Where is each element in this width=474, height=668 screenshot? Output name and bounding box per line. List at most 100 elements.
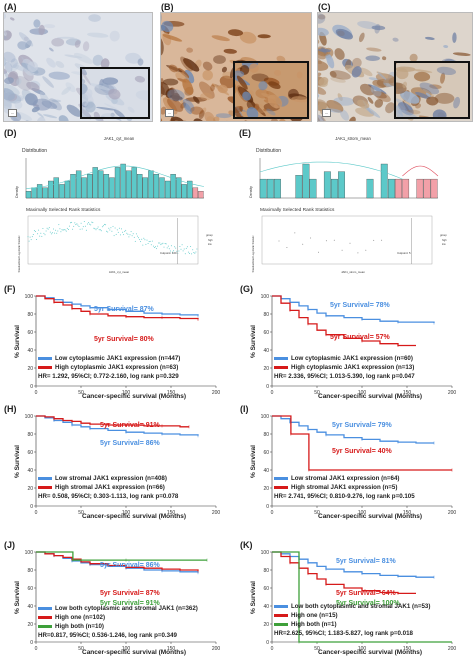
- hist-bar: [148, 170, 154, 199]
- y-tick-label: 20: [263, 622, 269, 628]
- legend-entry: Low both cytoplasmic and stromal JAK1 (n…: [38, 604, 198, 613]
- x-tick-label: 0: [271, 390, 274, 396]
- legend-entry: High stromal JAK1 expression (n=5): [274, 483, 415, 492]
- x-tick-label: 0: [271, 646, 274, 652]
- tissue-blob: [190, 106, 204, 115]
- panel-label-k: (K): [240, 540, 253, 550]
- tissue-blob: [325, 54, 332, 60]
- hist-bar: [153, 174, 160, 199]
- mss-point: [37, 233, 39, 235]
- mss-point: [341, 249, 343, 251]
- tissue-blob: [65, 82, 76, 93]
- five-year-survival-red: 5yr Survival= 91%: [100, 422, 160, 429]
- mss-point: [302, 243, 304, 245]
- tissue-blob: [110, 112, 115, 117]
- tissue-blob: [351, 66, 362, 78]
- mss-point: [80, 222, 82, 224]
- mss-point: [81, 228, 83, 230]
- y-tick-label: 60: [27, 450, 33, 456]
- mss-point: [92, 222, 94, 224]
- tissue-blob: [318, 13, 326, 24]
- tissue-blob: [10, 58, 18, 69]
- hist-bar: [36, 184, 43, 199]
- mss-point: [60, 231, 62, 233]
- mss-point: [50, 233, 52, 235]
- tissue-blob: [221, 66, 227, 73]
- scale-bar: —: [322, 109, 331, 117]
- km-plot: 0 20 40 60 80 100 0 50 100 150 200: [261, 294, 457, 396]
- panel-label-g: (G): [240, 284, 253, 294]
- micrograph-b-inset: [233, 61, 309, 119]
- tissue-blob: [429, 84, 442, 89]
- legend-entry: Low stromal JAK1 expression (n=408): [38, 474, 178, 483]
- tissue-blob: [51, 99, 62, 103]
- hist-bar: [114, 167, 121, 199]
- mss-point: [310, 237, 312, 239]
- tissue-blob: [318, 38, 320, 45]
- km-legend: Low both cytoplasmic and stromal JAK1 (n…: [38, 604, 198, 640]
- mss-point: [318, 251, 319, 253]
- hist-bar: [338, 171, 345, 199]
- tissue-blob: [96, 106, 117, 111]
- y-tick-label: 60: [27, 586, 33, 592]
- hist-bar: [176, 177, 182, 199]
- legend-swatch: [274, 357, 288, 360]
- tissue-blob: [251, 73, 269, 82]
- mss-point: [63, 229, 65, 230]
- y-axis-label: % Survival: [14, 445, 21, 478]
- mss-point: [152, 245, 154, 247]
- tissue-blob: [318, 99, 327, 111]
- mss-point: [138, 237, 139, 239]
- tissue-blob: [239, 31, 257, 44]
- legend-swatch: [38, 357, 52, 360]
- tissue-blob: [100, 58, 110, 70]
- mss-point: [28, 240, 30, 242]
- tissue-blob: [199, 107, 207, 117]
- y-axis-label: % Survival: [14, 325, 21, 358]
- tissue-blob: [108, 88, 121, 100]
- hist-bar: [70, 174, 76, 199]
- hist-bar: [81, 177, 87, 199]
- mss-point: [172, 251, 173, 253]
- mss-point: [123, 234, 125, 236]
- tissue-blob: [4, 61, 13, 73]
- km-panel-k: 0 20 40 60 80 100 0 50 100 150 200 % Survival Cancer…: [248, 546, 470, 658]
- legend-text: Low both cytoplasmic and stromal JAK1 (n…: [291, 603, 431, 610]
- mss-point: [67, 229, 69, 230]
- mss-point: [278, 240, 280, 242]
- tissue-blob: [4, 88, 15, 101]
- x-tick-label: 50: [314, 390, 320, 396]
- tissue-blob: [167, 89, 185, 102]
- hist-bar: [302, 163, 310, 199]
- density-curve: [25, 165, 205, 189]
- tissue-blob: [329, 70, 351, 80]
- tissue-blob: [223, 48, 237, 54]
- x-tick-label: 200: [212, 646, 221, 652]
- mss-point: [180, 248, 182, 250]
- x-tick-label: 150: [403, 390, 412, 396]
- mss-point: [140, 241, 142, 243]
- mss-point: [94, 228, 96, 230]
- tissue-blob: [426, 96, 439, 106]
- mss-point: [62, 229, 64, 231]
- y-tick-label: 20: [27, 486, 33, 492]
- tissue-blob: [213, 116, 220, 121]
- tissue-blob: [413, 69, 433, 73]
- tissue-blob: [32, 98, 52, 111]
- mss-point: [294, 232, 296, 234]
- x-tick-label: 50: [314, 646, 320, 652]
- tissue-blob: [400, 90, 420, 104]
- tissue-blob: [93, 111, 101, 117]
- mss-point: [36, 239, 37, 240]
- km-legend: Low cytoplasmic JAK1 expression (n=60) Hi…: [274, 354, 415, 381]
- tissue-blob: [82, 41, 90, 52]
- legend-swatch: [274, 366, 288, 369]
- y-tick-label: 60: [263, 450, 269, 456]
- mss-point: [131, 235, 133, 237]
- cutpoint-title: JAK1_cyt_mean: [104, 136, 135, 141]
- y-tick-label: 80: [27, 312, 33, 318]
- x-tick-label: 50: [78, 646, 84, 652]
- mss-point: [109, 229, 111, 231]
- hist-bar: [323, 171, 331, 199]
- tissue-blob: [33, 19, 41, 28]
